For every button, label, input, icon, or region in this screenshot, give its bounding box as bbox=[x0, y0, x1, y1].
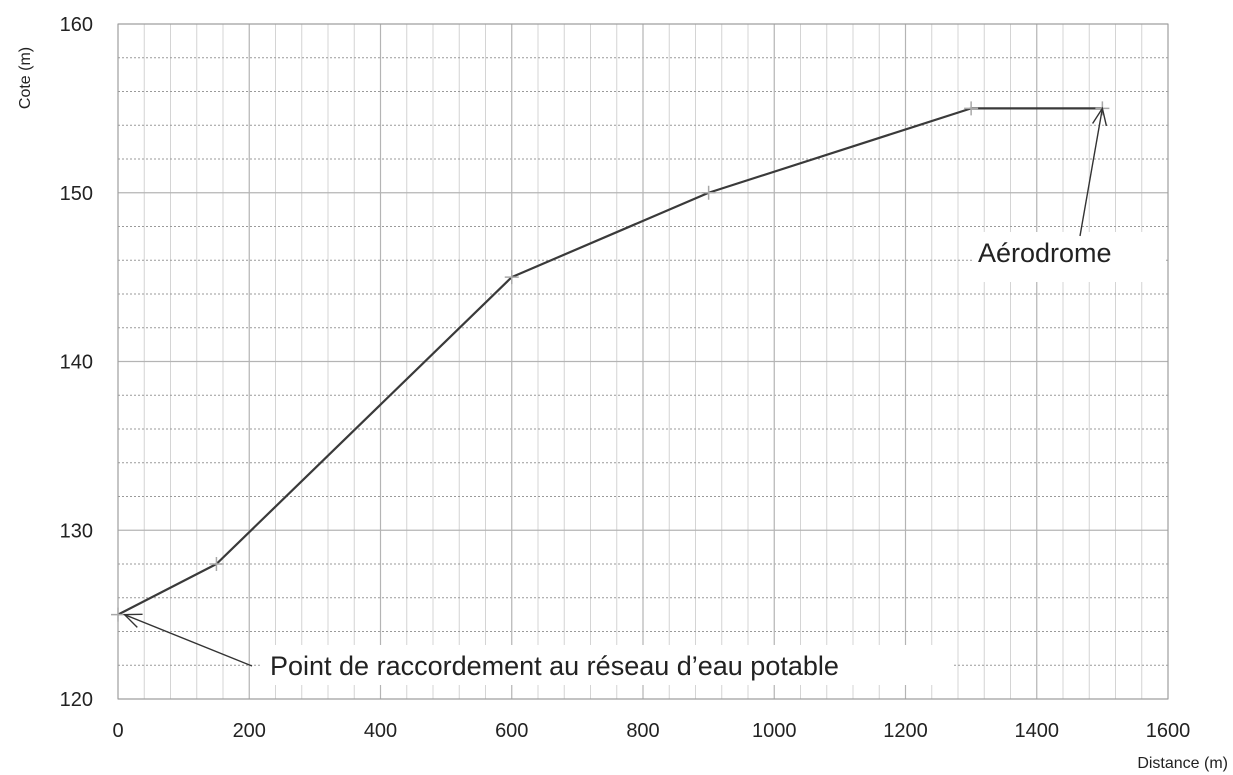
y-tick-label: 140 bbox=[60, 352, 93, 374]
series-line bbox=[117, 107, 1103, 616]
annotation-arrow-line bbox=[124, 613, 253, 667]
data-point-marker bbox=[504, 270, 519, 285]
x-tick-label: 1400 bbox=[1015, 720, 1060, 742]
x-tick-label: 800 bbox=[626, 720, 659, 742]
x-tick-label: 1600 bbox=[1146, 720, 1191, 742]
annotation-arrow-head bbox=[1092, 106, 1108, 127]
x-tick-label: 1200 bbox=[883, 720, 928, 742]
x-axis-ticks: 0 200 400 600 800 1000 1200 1400 1600 bbox=[112, 720, 1190, 742]
x-tick-label: 200 bbox=[233, 720, 266, 742]
x-tick-label: 600 bbox=[495, 720, 528, 742]
annotation-arrow-head bbox=[122, 613, 143, 628]
annotation-background bbox=[972, 232, 1164, 282]
y-tick-label: 160 bbox=[60, 14, 93, 36]
x-tick-label: 0 bbox=[112, 720, 123, 742]
annotation-background bbox=[262, 645, 952, 685]
x-axis-title: Distance (m) bbox=[1137, 755, 1228, 772]
y-tick-label: 130 bbox=[60, 520, 93, 542]
x-tick-label: 400 bbox=[364, 720, 397, 742]
plot-frame bbox=[117, 23, 1169, 700]
data-point-marker bbox=[209, 557, 224, 571]
y-axis-title: Cote (m) bbox=[17, 47, 34, 109]
data-point-marker bbox=[701, 185, 716, 200]
annotation-arrow-line bbox=[1079, 108, 1104, 237]
y-axis-ticks: 120 130 140 150 160 bbox=[60, 14, 93, 711]
x-tick-label: 1000 bbox=[752, 720, 797, 742]
y-tick-label: 120 bbox=[60, 689, 93, 711]
data-point-marker bbox=[111, 607, 125, 622]
annotation-connection-point: Point de raccordement au réseau d’eau po… bbox=[270, 651, 839, 681]
annotation-layer: Point de raccordement au réseau d’eau po… bbox=[122, 106, 1164, 685]
y-tick-label: 150 bbox=[60, 183, 93, 205]
data-point-marker bbox=[964, 101, 979, 116]
annotation-aerodrome: Aérodrome bbox=[978, 238, 1112, 268]
